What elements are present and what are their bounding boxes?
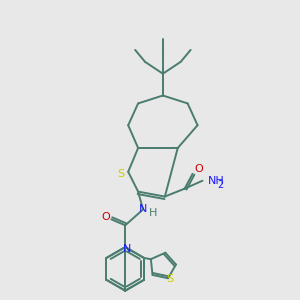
Text: N: N — [139, 204, 147, 214]
Text: 2: 2 — [217, 180, 224, 190]
Text: O: O — [101, 212, 110, 222]
Text: S: S — [118, 169, 125, 179]
Text: S: S — [167, 274, 174, 284]
Text: H: H — [149, 208, 157, 218]
Text: N: N — [123, 244, 131, 254]
Text: NH: NH — [208, 176, 224, 186]
Text: O: O — [194, 164, 203, 174]
